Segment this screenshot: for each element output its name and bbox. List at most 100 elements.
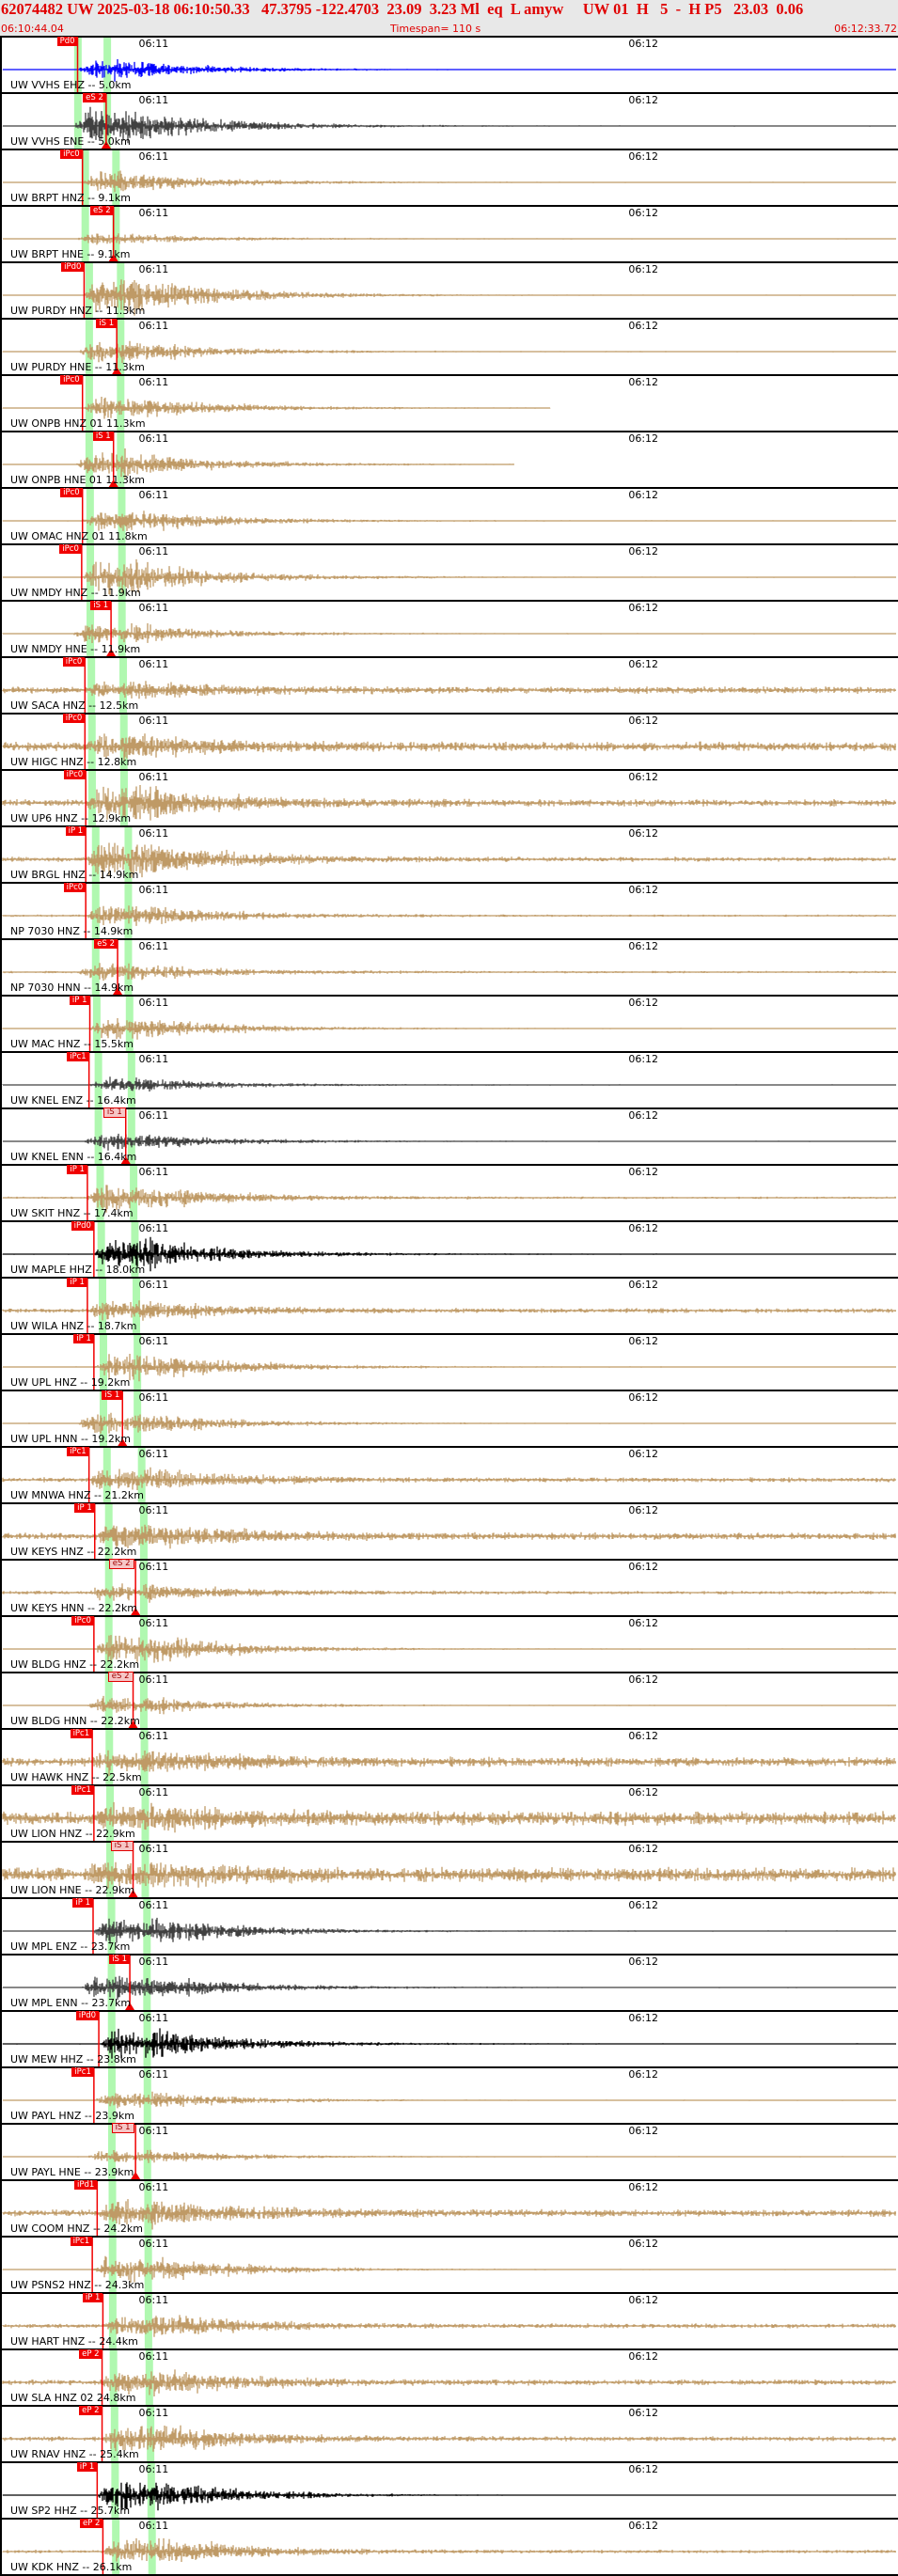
- waveform: [2, 1412, 896, 1434]
- p-window-band: [87, 543, 95, 600]
- trace-plot: [0, 1107, 898, 1164]
- time-tick-label: 06:11: [138, 1673, 169, 1686]
- station-label: UW VVHS ENE -- 5.0km: [10, 135, 131, 148]
- station-label: UW MEW HHZ -- 23.8km: [10, 2053, 136, 2066]
- p-window-band: [97, 1220, 105, 1277]
- pick-flag[interactable]: iS 1: [102, 1390, 123, 1400]
- pick-flag[interactable]: eS 2: [108, 1559, 134, 1569]
- time-tick-label: 06:12: [628, 1279, 659, 1291]
- pick-flag[interactable]: iPc0: [62, 657, 86, 667]
- s-window-band: [127, 1107, 135, 1164]
- pick-flag[interactable]: iP 1: [73, 1334, 94, 1343]
- pick-flag[interactable]: eP 2: [79, 2349, 102, 2359]
- pick-flag[interactable]: iPc0: [63, 770, 87, 779]
- pick-flag[interactable]: iPc1: [70, 2237, 93, 2246]
- pick-flag[interactable]: iP 1: [76, 2462, 98, 2472]
- trace-plot: [0, 1446, 898, 1502]
- time-axis: [0, 2066, 898, 2068]
- pick-flag[interactable]: eP 2: [79, 2406, 102, 2415]
- time-tick-label: 06:12: [628, 1561, 659, 1573]
- pick-flag[interactable]: iPc0: [60, 488, 83, 497]
- p-window-band: [81, 205, 89, 261]
- s-window-band: [103, 36, 112, 92]
- pick-flag[interactable]: iP 1: [67, 1278, 87, 1287]
- pick-flag[interactable]: iP 1: [74, 1503, 95, 1513]
- station-label: UW KEYS HNZ -- 22.2km: [10, 1546, 137, 1558]
- s-window-band: [147, 2461, 155, 2518]
- station-label: UW MAC HNZ -- 15.5km: [10, 1038, 134, 1050]
- pick-flag[interactable]: iPd0: [75, 2011, 100, 2020]
- pick-flag[interactable]: iPc1: [71, 1785, 94, 1795]
- time-tick-label: 06:11: [138, 1786, 169, 1798]
- time-tick-label: 06:12: [628, 38, 659, 50]
- pick-flag[interactable]: eP 2: [79, 2519, 103, 2528]
- pick-flag[interactable]: iPc1: [70, 1729, 93, 1738]
- trace-plot: [0, 1672, 898, 1728]
- pick-flag[interactable]: iS 1: [92, 432, 114, 441]
- pick-flag[interactable]: iPd0: [71, 1221, 94, 1231]
- pick-flag[interactable]: iP 1: [69, 996, 90, 1005]
- pick-flag[interactable]: iPc0: [71, 1616, 94, 1626]
- trace-panel: 06:11 06:12 iPc0 UW BRPT HNZ -- 9.1km: [0, 149, 898, 205]
- time-tick-label: 06:12: [628, 2350, 659, 2363]
- station-label: UW SP2 HHZ -- 25.7km: [10, 2505, 131, 2517]
- pick-flag[interactable]: iPc0: [59, 544, 82, 554]
- trace-panel: 06:11 06:12 iPc0 UW SACA HNZ -- 12.5km: [0, 656, 898, 713]
- pick-flag[interactable]: iPc1: [67, 1052, 89, 1061]
- time-tick-label: 06:12: [628, 602, 659, 614]
- trace-panel: 06:11 06:12 iS 1 UW PAYL HNE -- 23.9km: [0, 2123, 898, 2179]
- pick-flag[interactable]: eS 2: [107, 1672, 134, 1682]
- time-tick-label: 06:12: [628, 997, 659, 1009]
- pick-flag[interactable]: eS 2: [94, 939, 118, 949]
- pick-flag[interactable]: iS 1: [111, 2123, 134, 2133]
- pick-flag[interactable]: iS 1: [110, 1841, 134, 1851]
- pick-flag[interactable]: iS 1: [96, 319, 118, 328]
- pick-flag[interactable]: iP 1: [72, 1898, 94, 1908]
- trace-plot: [0, 2010, 898, 2066]
- waveform: [2, 2315, 896, 2337]
- time-axis: [0, 1841, 898, 1843]
- s-window-band: [139, 1672, 148, 1728]
- pick-flag[interactable]: iPc0: [60, 149, 83, 159]
- pick-flag[interactable]: iPc0: [60, 375, 83, 385]
- pick-flag[interactable]: iPc1: [71, 2067, 94, 2077]
- pick-flag[interactable]: iPd0: [61, 262, 85, 272]
- pick-flag[interactable]: iP 1: [67, 1165, 87, 1174]
- time-tick-label: 06:12: [628, 1448, 659, 1460]
- time-tick-label: 06:12: [628, 1673, 659, 1686]
- trace-panel: 06:11 06:12 iP 1 UW BRGL HNZ -- 14.9km: [0, 825, 898, 882]
- trace-panel: 06:11 06:12 iS 1 UW UPL HNN -- 19.2km: [0, 1390, 898, 1446]
- time-tick-label: 06:12: [628, 1730, 659, 1742]
- pick-flag[interactable]: iP 1: [82, 2293, 103, 2302]
- time-tick-label: 06:12: [628, 1843, 659, 1855]
- pick-flag[interactable]: iS 1: [102, 1107, 126, 1118]
- time-tick-label: 06:11: [138, 658, 169, 670]
- pick-flag[interactable]: iS 1: [109, 1955, 131, 1964]
- trace-plot: [0, 1164, 898, 1220]
- pick-flag[interactable]: iP 1: [65, 826, 87, 836]
- trace-plot: [0, 2405, 898, 2461]
- trace-panel: 06:11 06:12 eS 2 UW VVHS ENE -- 5.0km: [0, 92, 898, 149]
- time-tick-label: 06:11: [138, 38, 169, 50]
- waveform: [2, 2199, 896, 2230]
- pick-flag[interactable]: eS 2: [89, 206, 114, 215]
- trace-panel: 06:11 06:12 eP 2 UW KDK HNZ -- 26.1km: [0, 2518, 898, 2574]
- station-label: UW PURDY HNE -- 11.3km: [10, 361, 145, 373]
- station-label: UW HART HNZ -- 24.4km: [10, 2335, 138, 2348]
- station-label: UW MAPLE HHZ -- 18.0km: [10, 1264, 146, 1276]
- pick-flag[interactable]: iPd1: [74, 2180, 98, 2190]
- pick-flag[interactable]: Pd0: [56, 37, 78, 46]
- pick-flag[interactable]: iPc0: [62, 714, 86, 723]
- pick-flag[interactable]: iPc1: [67, 1447, 89, 1456]
- time-tick-label: 06:11: [138, 1166, 169, 1178]
- pick-flag[interactable]: iS 1: [90, 601, 112, 610]
- time-axis: [0, 1164, 898, 1166]
- waveform: [2, 1185, 896, 1213]
- time-axis: [0, 1559, 898, 1561]
- pick-flag[interactable]: eS 2: [83, 93, 106, 102]
- pick-marker-icon: [131, 1608, 141, 1615]
- trace-plot: [0, 2348, 898, 2405]
- trace-plot: [0, 2066, 898, 2123]
- time-tick-label: 06:12: [628, 884, 659, 896]
- pick-flag[interactable]: iPc0: [63, 883, 87, 892]
